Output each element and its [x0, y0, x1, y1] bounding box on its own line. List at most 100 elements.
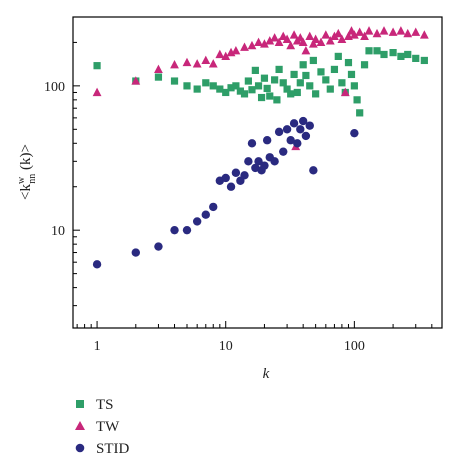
point-ts: [251, 66, 259, 74]
point-ts: [271, 76, 279, 84]
point-tw: [260, 39, 269, 48]
point-tw: [411, 27, 421, 36]
point-tw: [254, 37, 263, 47]
point-ts: [216, 85, 224, 93]
point-ts: [326, 85, 334, 93]
point-tw: [305, 31, 315, 41]
point-ts: [290, 70, 298, 79]
point-stid: [226, 182, 236, 191]
point-ts: [279, 79, 287, 87]
point-stid: [262, 136, 272, 145]
point-stid: [131, 248, 140, 257]
point-tw: [325, 36, 335, 45]
point-tw: [316, 37, 326, 47]
point-ts: [93, 62, 101, 70]
point-ts: [227, 84, 235, 92]
point-stid: [282, 125, 292, 134]
point-ts: [389, 49, 397, 57]
point-stid: [296, 125, 305, 134]
point-ts: [240, 90, 249, 98]
point-tw: [308, 39, 318, 48]
point-stid: [286, 136, 295, 145]
point-ts: [222, 88, 230, 97]
point-ts: [350, 82, 358, 90]
point-tw: [208, 59, 218, 68]
point-tw: [286, 40, 296, 50]
point-tw: [419, 30, 429, 39]
point-stid: [231, 168, 241, 177]
point-stid: [293, 139, 302, 148]
point-ts: [266, 92, 274, 100]
legend-tw-label: TW: [96, 419, 120, 435]
point-ts: [309, 56, 317, 65]
point-stid: [182, 225, 192, 235]
point-tw: [289, 30, 299, 39]
point-ts: [338, 79, 346, 87]
point-tw: [321, 30, 331, 39]
y-axis-title-tail: (k)>: [18, 144, 34, 174]
point-ts: [283, 85, 291, 93]
point-ts: [232, 82, 240, 90]
point-ts: [183, 82, 191, 90]
point-stid: [260, 161, 269, 170]
legend-tw-marker: [75, 421, 85, 430]
point-stid: [201, 210, 210, 219]
point-stid: [301, 131, 311, 141]
y-tick-label: 10: [51, 224, 65, 239]
point-tw: [372, 28, 382, 38]
point-ts: [154, 73, 163, 81]
point-tw: [270, 33, 280, 42]
point-tw: [396, 26, 406, 35]
x-tick-label: 1: [94, 339, 101, 354]
point-tw: [403, 28, 413, 38]
x-tick-label: 100: [344, 339, 365, 354]
point-tw: [311, 34, 321, 43]
point-tw: [201, 55, 211, 65]
point-ts: [299, 61, 307, 69]
legend-stid-marker: [75, 443, 85, 453]
point-ts: [236, 87, 244, 95]
point-tw: [240, 42, 249, 51]
point-stid: [289, 119, 299, 128]
axis-ticks: [73, 16, 433, 328]
point-stid: [270, 157, 279, 166]
point-ts: [365, 47, 373, 55]
point-stid: [240, 171, 249, 180]
point-tw: [170, 59, 179, 69]
point-ts: [360, 61, 369, 69]
legend-ts-marker: [76, 400, 84, 408]
point-stid: [279, 147, 288, 156]
point-tw: [215, 49, 225, 59]
point-tw: [131, 76, 141, 85]
point-ts: [312, 90, 320, 98]
point-tw: [282, 34, 292, 43]
point-ts: [273, 96, 281, 104]
point-ts: [302, 71, 310, 80]
point-ts: [193, 85, 201, 93]
point-ts: [296, 79, 304, 87]
point-tw: [247, 40, 257, 50]
x-axis-title: k: [263, 366, 270, 382]
legend-ts-label: TS: [96, 397, 114, 413]
point-stid: [209, 202, 218, 212]
point-ts: [344, 58, 353, 67]
point-ts: [322, 76, 330, 84]
point-stid: [274, 127, 284, 137]
point-ts: [244, 77, 252, 85]
point-ts: [293, 88, 301, 97]
point-stid: [244, 157, 253, 166]
y-axis-title-base: <k: [18, 183, 34, 199]
point-ts: [347, 70, 356, 79]
point-stid: [298, 116, 308, 126]
x-tick-label: 10: [219, 339, 233, 354]
legend: TS TW STID: [75, 397, 130, 457]
point-ts: [334, 52, 342, 61]
y-axis-title: <kwnn (k)>: [16, 144, 38, 200]
point-tw: [154, 64, 163, 74]
point-ts: [397, 52, 405, 61]
point-ts: [287, 90, 295, 98]
point-ts: [404, 50, 412, 59]
point-tw: [355, 27, 365, 36]
point-tw: [265, 36, 275, 45]
